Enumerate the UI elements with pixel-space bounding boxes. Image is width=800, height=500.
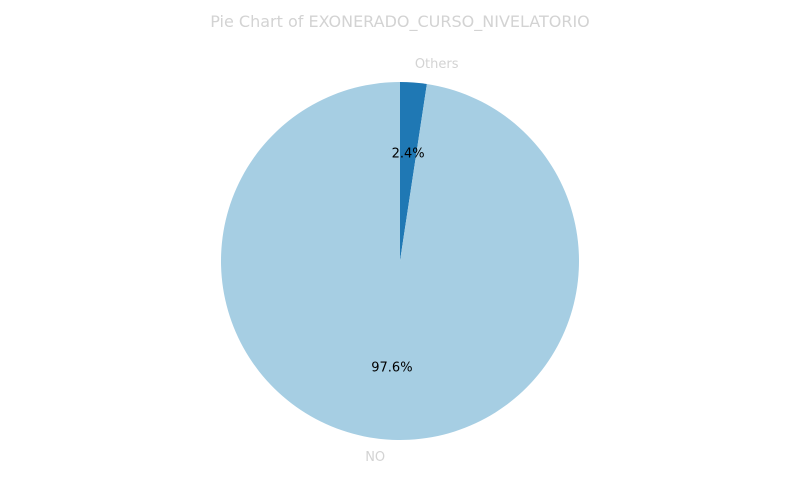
slice-pct-no: 97.6%	[371, 361, 412, 376]
chart-title: Pie Chart of EXONERADO_CURSO_NIVELATORIO	[210, 12, 590, 31]
slice-label-others: Others	[415, 57, 459, 72]
slice-pct-others: 2.4%	[392, 146, 425, 161]
pie-slices	[221, 82, 579, 440]
pie-slice-others	[400, 82, 427, 261]
pie-slice-no	[221, 82, 579, 440]
pie-labels: Others 2.4% NO 97.6%	[365, 57, 459, 465]
slice-label-no: NO	[365, 450, 385, 465]
